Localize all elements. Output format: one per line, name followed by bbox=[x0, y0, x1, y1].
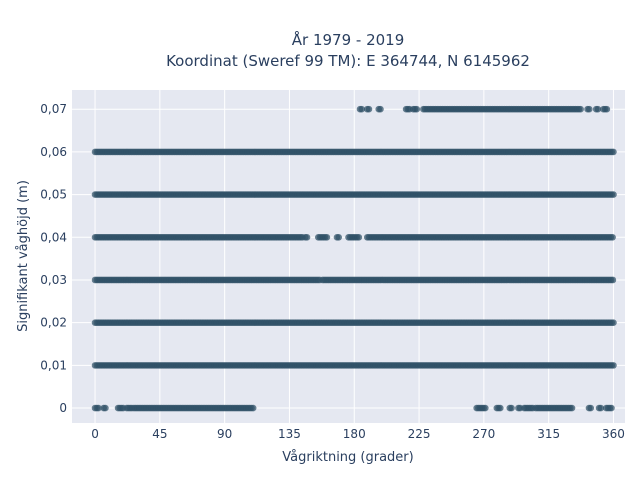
data-point bbox=[496, 404, 504, 412]
x-axis-label: Vågriktning (grader) bbox=[282, 450, 413, 465]
data-point bbox=[102, 404, 109, 412]
x-tick-label: 225 bbox=[408, 427, 431, 441]
data-point bbox=[482, 404, 489, 412]
x-tick-labels: 0 45 90 135 180 225 270 315 360 bbox=[91, 427, 625, 441]
y-tick-label: 0,02 bbox=[40, 316, 67, 330]
data-point bbox=[335, 233, 343, 241]
y-tick-labels: 0 0,01 0,02 0,03 0,04 0,05 0,06 0,07 bbox=[40, 102, 67, 415]
data-point bbox=[365, 105, 373, 113]
data-point bbox=[585, 105, 593, 113]
y-tick-label: 0,06 bbox=[40, 145, 67, 159]
y-tick-label: 0 bbox=[59, 401, 67, 415]
plot-area bbox=[72, 90, 625, 423]
data-point bbox=[597, 404, 605, 412]
y-tick-label: 0,07 bbox=[40, 102, 67, 116]
y-tick-label: 0,05 bbox=[40, 188, 67, 202]
x-tick-label: 315 bbox=[537, 427, 560, 441]
data-point bbox=[303, 233, 311, 241]
x-tick-label: 45 bbox=[152, 427, 167, 441]
data-point bbox=[608, 404, 615, 412]
data-point bbox=[587, 404, 595, 412]
data-point bbox=[377, 105, 384, 113]
y-tick-label: 0,04 bbox=[40, 230, 67, 244]
y-tick-label: 0,01 bbox=[40, 358, 67, 372]
data-point bbox=[323, 233, 331, 241]
data-point bbox=[568, 404, 576, 412]
data-point bbox=[609, 276, 617, 284]
data-point bbox=[249, 404, 257, 412]
data-point bbox=[603, 105, 611, 113]
x-tick-label: 0 bbox=[91, 427, 99, 441]
x-tick-label: 180 bbox=[343, 427, 366, 441]
data-point bbox=[413, 105, 421, 113]
x-tick-label: 360 bbox=[602, 427, 625, 441]
data-point bbox=[594, 105, 602, 113]
x-tick-label: 270 bbox=[472, 427, 495, 441]
data-point bbox=[358, 105, 366, 113]
x-tick-label: 135 bbox=[278, 427, 301, 441]
x-gridlines bbox=[94, 90, 614, 423]
data-points bbox=[91, 105, 617, 412]
y-axis-label: Signifikant våghöjd (m) bbox=[16, 180, 31, 332]
data-point bbox=[609, 233, 616, 241]
data-point bbox=[355, 233, 363, 241]
data-point bbox=[610, 148, 617, 156]
data-point bbox=[95, 404, 102, 412]
chart-title: År 1979 - 2019 bbox=[292, 30, 405, 49]
data-point bbox=[610, 362, 617, 369]
data-point bbox=[577, 105, 584, 113]
data-point bbox=[610, 191, 617, 198]
data-point bbox=[610, 319, 617, 326]
x-tick-label: 90 bbox=[217, 427, 232, 441]
data-point bbox=[508, 404, 515, 412]
y-tick-label: 0,03 bbox=[40, 273, 67, 287]
chart-subtitle: Koordinat (Sweref 99 TM): E 364744, N 61… bbox=[166, 52, 530, 70]
